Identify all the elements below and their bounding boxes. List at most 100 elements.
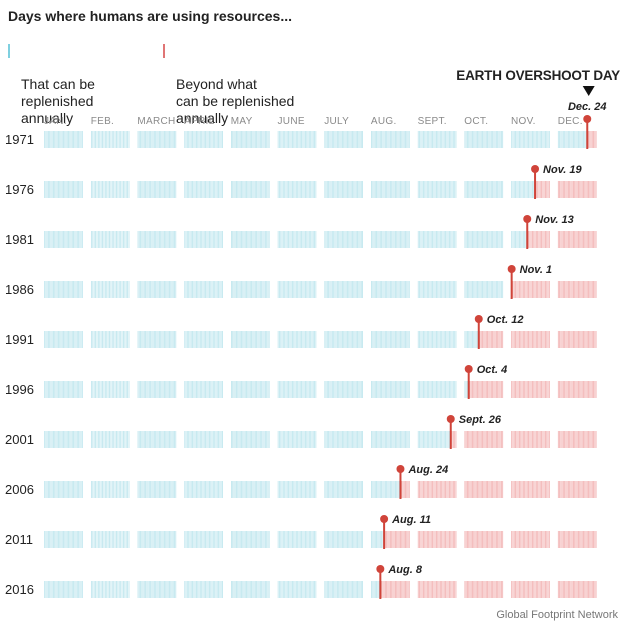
month-label: NOV. (511, 116, 536, 127)
month-block (277, 481, 317, 498)
month-block (557, 131, 597, 148)
overshoot-date-label: Sept. 26 (459, 414, 502, 426)
month-block (324, 331, 363, 348)
overshoot-date-label: Dec. 24 (568, 101, 607, 113)
month-block (184, 131, 223, 148)
month-block (231, 581, 270, 598)
month-block (90, 481, 130, 498)
month-block (137, 381, 177, 398)
month-block (90, 131, 130, 148)
month-block (277, 181, 317, 198)
month-block (90, 231, 130, 248)
month-block (324, 281, 363, 298)
month-block (417, 231, 457, 248)
year-label: 2006 (5, 482, 34, 497)
month-block (277, 281, 317, 298)
month-block (417, 381, 457, 398)
month-label: JAN. (44, 116, 67, 127)
year-label: 2016 (5, 582, 34, 597)
month-label: MARCH (137, 116, 175, 127)
month-label: JULY (324, 116, 349, 127)
year-label: 1991 (5, 332, 34, 347)
chart-title: Days where humans are using resources... (8, 8, 293, 24)
overshoot-marker-dot (583, 115, 592, 123)
month-block (137, 231, 177, 248)
month-block (44, 281, 83, 298)
month-block (417, 281, 457, 298)
month-block (464, 431, 504, 448)
month-block (511, 181, 550, 198)
month-block (277, 581, 317, 598)
legend-renewable: That can be replenished annually (8, 42, 95, 127)
month-block (184, 481, 223, 498)
month-block (90, 181, 130, 198)
month-block (324, 531, 363, 548)
month-block (557, 331, 597, 348)
month-block (90, 431, 130, 448)
month-block (277, 381, 317, 398)
year-label: 1986 (5, 282, 34, 297)
month-block (511, 331, 550, 348)
month-block (557, 231, 597, 248)
month-block (137, 281, 177, 298)
month-block (324, 131, 363, 148)
month-block (511, 431, 550, 448)
month-block (371, 181, 410, 198)
year-label: 2011 (5, 532, 33, 547)
month-block (464, 331, 504, 348)
month-block (184, 581, 223, 598)
month-block (557, 431, 597, 448)
year-label: 1971 (5, 132, 34, 147)
month-block (90, 331, 130, 348)
month-block (324, 581, 363, 598)
month-block (417, 131, 457, 148)
month-block (184, 231, 223, 248)
month-block (44, 581, 83, 598)
month-block (90, 581, 130, 598)
month-block (184, 531, 223, 548)
month-block (184, 331, 223, 348)
month-block (511, 531, 550, 548)
month-label: FEB. (91, 116, 114, 127)
month-block (371, 281, 410, 298)
month-block (324, 181, 363, 198)
month-block (184, 181, 223, 198)
month-label: DEC. (558, 116, 583, 127)
month-block (511, 381, 550, 398)
month-block (464, 481, 504, 498)
month-block (324, 231, 363, 248)
month-block (44, 531, 83, 548)
overshoot-date-label: Oct. 4 (477, 364, 508, 376)
month-block (464, 381, 504, 398)
month-block (184, 381, 223, 398)
month-label: SEPT. (418, 116, 447, 127)
month-block (184, 281, 223, 298)
month-block (417, 531, 457, 548)
month-block (511, 231, 550, 248)
overshoot-date-label: Nov. 1 (520, 264, 552, 276)
overshoot-marker-dot (531, 165, 540, 173)
month-block (371, 381, 410, 398)
month-block (371, 531, 410, 548)
month-block (137, 181, 177, 198)
month-block (417, 581, 457, 598)
month-block (137, 581, 177, 598)
month-block (277, 431, 317, 448)
month-block (464, 581, 504, 598)
month-block (324, 431, 363, 448)
overshoot-marker-dot (507, 265, 516, 273)
month-block (137, 331, 177, 348)
overshoot-marker-dot (376, 565, 385, 573)
overshoot-marker-dot (474, 315, 483, 323)
overshoot-date-label: Nov. 13 (535, 214, 574, 226)
month-block (557, 281, 597, 298)
overshoot-marker-dot (396, 465, 405, 473)
month-block (511, 281, 550, 298)
month-block (137, 481, 177, 498)
month-block (417, 331, 457, 348)
overshoot-marker-dot (446, 415, 455, 423)
month-block (231, 231, 270, 248)
month-block (277, 231, 317, 248)
month-block (511, 581, 550, 598)
